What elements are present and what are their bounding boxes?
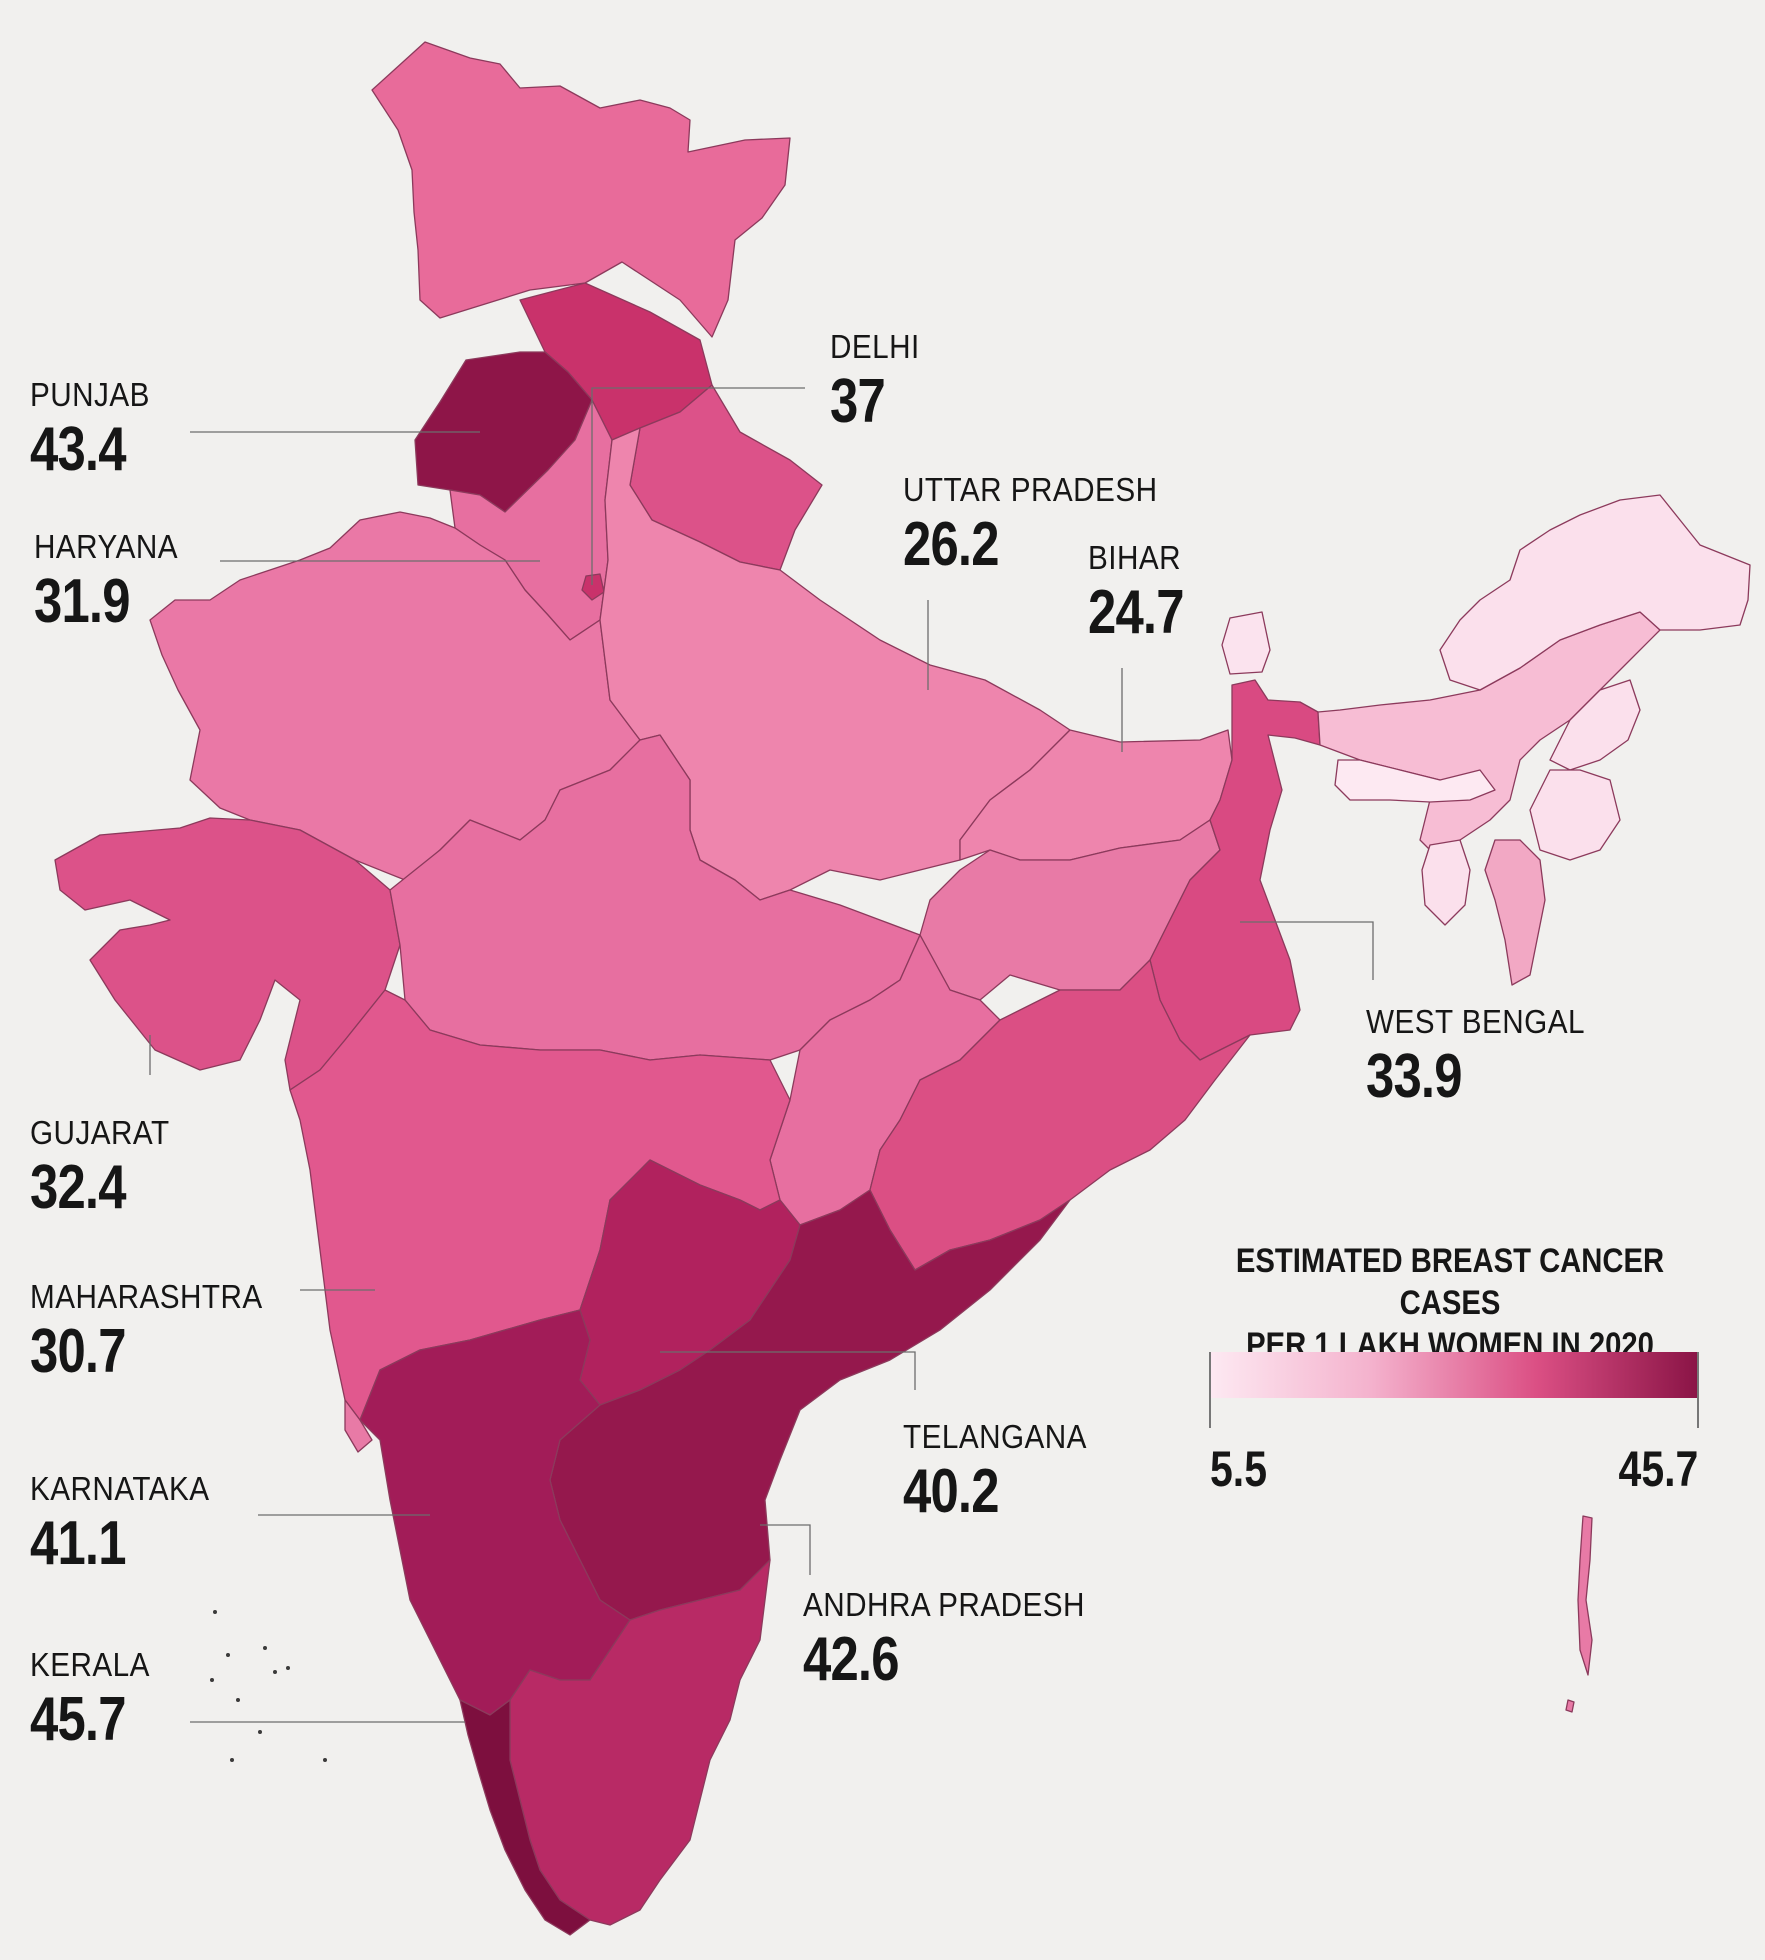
region-odisha[interactable] (869, 959, 1251, 1271)
region-delhi[interactable] (581, 573, 605, 601)
region-meghalaya[interactable] (1334, 759, 1496, 803)
label-maharashtra-value: 30.7 (30, 1317, 126, 1386)
label-west-bengal: WEST BENGAL 33.9 (1366, 1005, 1609, 1108)
legend-title-line-1: ESTIMATED BREAST CANCER CASES (1235, 1242, 1665, 1322)
region-arunachal-pradesh[interactable] (1439, 494, 1751, 691)
legend-min-value: 5.5 (1210, 1441, 1268, 1497)
label-telangana-name: TELANGANA (903, 1418, 1087, 1455)
legend-color-scale (1210, 1352, 1698, 1398)
label-haryana-value: 31.9 (34, 567, 130, 636)
label-andhra-pradesh-value: 42.6 (803, 1625, 899, 1694)
label-haryana-name: HARYANA (34, 528, 178, 565)
region-tripura[interactable] (1421, 839, 1471, 926)
label-gujarat-value: 32.4 (30, 1153, 126, 1222)
label-maharashtra-name: MAHARASHTRA (30, 1278, 263, 1315)
label-uttar-pradesh-value: 26.2 (903, 510, 999, 579)
label-andhra-pradesh: ANDHRA PRADESH 42.6 (803, 1588, 1116, 1691)
legend-max-value: 45.7 (1618, 1441, 1698, 1497)
label-delhi: DELHI 37 (830, 330, 930, 433)
region-nagaland[interactable] (1549, 679, 1641, 771)
legend-title: ESTIMATED BREAST CANCER CASES PER 1 LAKH… (1183, 1240, 1716, 1366)
region-gujarat[interactable] (54, 817, 401, 1091)
label-bihar-name: BIHAR (1088, 539, 1182, 576)
label-gujarat-name: GUJARAT (30, 1114, 170, 1151)
region-sikkim[interactable] (1221, 611, 1271, 675)
map-legend: ESTIMATED BREAST CANCER CASES PER 1 LAKH… (1140, 1240, 1760, 1497)
label-maharashtra: MAHARASHTRA 30.7 (30, 1280, 289, 1383)
label-west-bengal-value: 33.9 (1366, 1042, 1462, 1111)
region-jammu-kashmir[interactable] (371, 41, 791, 338)
region-andaman-nicobar[interactable] (1577, 1515, 1593, 1676)
label-telangana-value: 40.2 (903, 1457, 999, 1526)
label-gujarat: GUJARAT 32.4 (30, 1116, 185, 1219)
label-west-bengal-name: WEST BENGAL (1366, 1003, 1585, 1040)
label-delhi-value: 37 (830, 367, 886, 436)
label-uttar-pradesh: UTTAR PRADESH 26.2 (903, 473, 1186, 576)
lakshadweep-islands (210, 1610, 327, 1762)
region-mizoram[interactable] (1484, 839, 1546, 986)
label-punjab-name: PUNJAB (30, 376, 150, 413)
label-uttar-pradesh-name: UTTAR PRADESH (903, 471, 1158, 508)
label-kerala-value: 45.7 (30, 1685, 126, 1754)
label-delhi-name: DELHI (830, 328, 920, 365)
label-punjab-value: 43.4 (30, 415, 126, 484)
label-karnataka-value: 41.1 (30, 1509, 126, 1578)
region-nicobar-islands[interactable] (1565, 1699, 1575, 1713)
label-karnataka: KARNATAKA 41.1 (30, 1472, 230, 1575)
region-kerala[interactable] (459, 1699, 591, 1936)
label-haryana: HARYANA 31.9 (34, 530, 194, 633)
label-telangana: TELANGANA 40.2 (903, 1420, 1107, 1523)
label-bihar-value: 24.7 (1088, 578, 1184, 647)
legend-tick-max (1697, 1352, 1699, 1428)
region-manipur[interactable] (1529, 769, 1621, 861)
region-goa[interactable] (344, 1399, 373, 1453)
label-kerala-name: KERALA (30, 1646, 150, 1683)
label-karnataka-name: KARNATAKA (30, 1470, 210, 1507)
label-bihar: BIHAR 24.7 (1088, 541, 1205, 644)
label-punjab: PUNJAB 43.4 (30, 378, 163, 481)
label-andhra-pradesh-name: ANDHRA PRADESH (803, 1586, 1085, 1623)
legend-tick-min (1209, 1352, 1211, 1428)
leader-lines (149, 387, 1374, 1723)
label-kerala: KERALA 45.7 (30, 1648, 163, 1751)
